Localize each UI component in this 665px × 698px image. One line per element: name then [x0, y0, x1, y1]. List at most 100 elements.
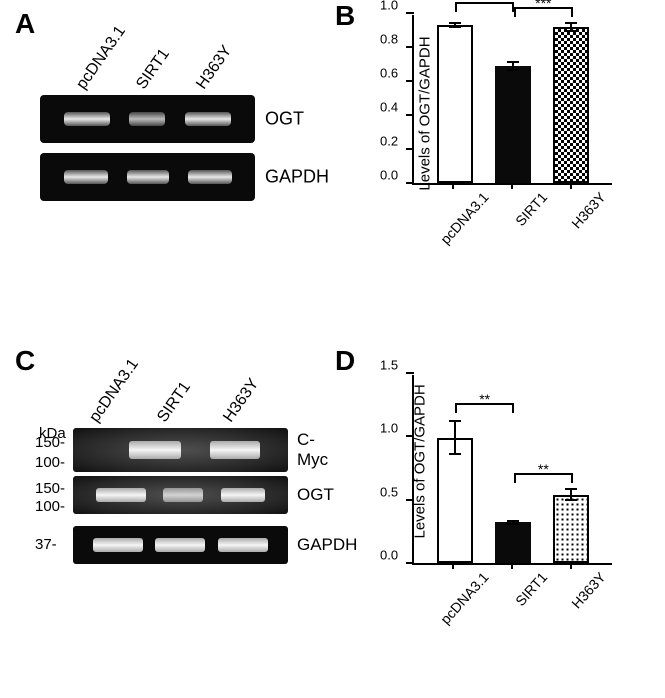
- x-axis: pcDNA3.1SIRT1H363Y: [370, 565, 630, 615]
- y-tick-label: 0.6: [380, 66, 398, 81]
- error-bar: [570, 22, 572, 32]
- error-bar: [454, 420, 456, 455]
- band: [96, 488, 146, 502]
- lane-label: SIRT1: [154, 379, 195, 426]
- bar: [553, 27, 589, 183]
- target-label-ogt: OGT: [297, 485, 334, 505]
- lane-label: pcDNA3.1: [73, 23, 130, 93]
- error-bar: [570, 488, 572, 501]
- band: [129, 112, 165, 126]
- error-bar: [512, 520, 514, 525]
- panel-c-lanes: pcDNA3.1 SIRT1 H363Y: [35, 370, 315, 428]
- x-tick: [511, 183, 513, 189]
- panel-a-gel: pcDNA3.1 SIRT1 H363Y OGT GAPDH: [40, 45, 270, 211]
- sig-label: **: [538, 461, 549, 477]
- target-label-gapdh: GAPDH: [297, 535, 357, 555]
- y-tick-label: 0.0: [380, 168, 398, 183]
- mw-marker: 150-: [35, 480, 65, 497]
- panel-c-label: C: [15, 345, 35, 377]
- target-label-ogt: OGT: [265, 109, 304, 130]
- panel-a-label: A: [15, 8, 35, 40]
- error-bar: [512, 61, 514, 71]
- y-tick-label: 1.0: [380, 421, 398, 436]
- band: [188, 170, 232, 184]
- y-tick: [406, 182, 414, 184]
- band: [64, 112, 110, 126]
- band: [163, 488, 203, 502]
- x-tick: [570, 563, 572, 569]
- gel-row-gapdh: GAPDH: [40, 153, 270, 201]
- mw-marker: 100-: [35, 498, 65, 515]
- bar-group: [414, 15, 612, 183]
- x-tick-label: pcDNA3.1: [437, 569, 492, 627]
- y-tick: [406, 114, 414, 116]
- x-tick-label: SIRT1: [512, 569, 550, 609]
- y-tick-label: 1.5: [380, 358, 398, 373]
- band: [155, 538, 205, 552]
- panel-b-label: B: [335, 0, 355, 32]
- x-tick: [570, 183, 572, 189]
- lane-label: pcDNA3.1: [86, 356, 143, 426]
- panel-d-label: D: [335, 345, 355, 377]
- y-tick: [406, 12, 414, 14]
- bar: [437, 25, 473, 183]
- y-tick: [406, 80, 414, 82]
- band: [127, 170, 169, 184]
- y-tick-label: 0.8: [380, 32, 398, 47]
- y-tick: [406, 46, 414, 48]
- panel-a-lanes: pcDNA3.1 SIRT1 H363Y: [40, 45, 270, 95]
- y-tick: [406, 148, 414, 150]
- gel-row-gapdh: 37- GAPDH: [35, 526, 315, 564]
- band: [93, 538, 143, 552]
- x-tick: [511, 563, 513, 569]
- mw-marker: 100-: [35, 454, 65, 471]
- gel-row-ogt: 150- 100- OGT: [35, 476, 315, 514]
- lane-label: SIRT1: [133, 46, 174, 93]
- mw-marker: 150-: [35, 434, 65, 451]
- x-tick-label: pcDNA3.1: [437, 189, 492, 247]
- target-label-gapdh: GAPDH: [265, 167, 329, 188]
- bar: [553, 495, 589, 563]
- gel-strip: [40, 153, 255, 201]
- y-tick-label: 0.0: [380, 548, 398, 563]
- panel-b-chart: Levels of OGT/GAPDH 0.00.20.40.60.81.0**…: [370, 15, 630, 225]
- sig-label: **: [479, 391, 490, 407]
- panel-d-chart: Levels of OGT/GAPDH 0.00.51.01.5**** pcD…: [370, 375, 630, 625]
- band: [64, 170, 108, 184]
- target-label-cmyc: C-Myc: [297, 430, 328, 470]
- bar: [495, 66, 531, 183]
- gel-strip: [73, 526, 288, 564]
- x-tick-label: H363Y: [568, 569, 609, 612]
- chart-plot: 0.00.20.40.60.81.0******: [412, 15, 612, 185]
- lane-label: H363Y: [193, 43, 236, 93]
- y-tick-label: 1.0: [380, 0, 398, 13]
- bar: [495, 522, 531, 563]
- x-tick-label: H363Y: [568, 189, 609, 232]
- band: [210, 441, 260, 459]
- y-tick: [406, 499, 414, 501]
- y-tick-label: 0.5: [380, 484, 398, 499]
- gel-row-ogt: OGT: [40, 95, 270, 143]
- x-tick: [452, 563, 454, 569]
- mw-marker: 37-: [35, 536, 57, 553]
- sig-label: ***: [476, 0, 492, 6]
- y-tick: [406, 372, 414, 374]
- x-axis: pcDNA3.1SIRT1H363Y: [370, 185, 630, 235]
- gel-row-cmyc: 150- 100- C-Myc: [35, 428, 315, 472]
- y-tick-label: 0.4: [380, 100, 398, 115]
- lane-label: H363Y: [220, 376, 263, 426]
- gel-strip: [73, 428, 288, 472]
- x-tick-label: SIRT1: [512, 189, 550, 229]
- y-tick-label: 0.2: [380, 134, 398, 149]
- chart-plot: 0.00.51.01.5****: [412, 375, 612, 565]
- sig-label: ***: [535, 0, 551, 11]
- y-tick: [406, 562, 414, 564]
- error-bar: [454, 22, 456, 29]
- bar: [437, 438, 473, 563]
- band: [221, 488, 265, 502]
- x-tick: [452, 183, 454, 189]
- gel-strip: [40, 95, 255, 143]
- band: [129, 441, 181, 459]
- band: [185, 112, 231, 126]
- y-tick: [406, 435, 414, 437]
